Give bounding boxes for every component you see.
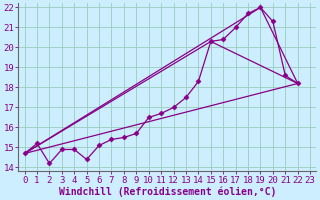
X-axis label: Windchill (Refroidissement éolien,°C): Windchill (Refroidissement éolien,°C) (59, 186, 276, 197)
